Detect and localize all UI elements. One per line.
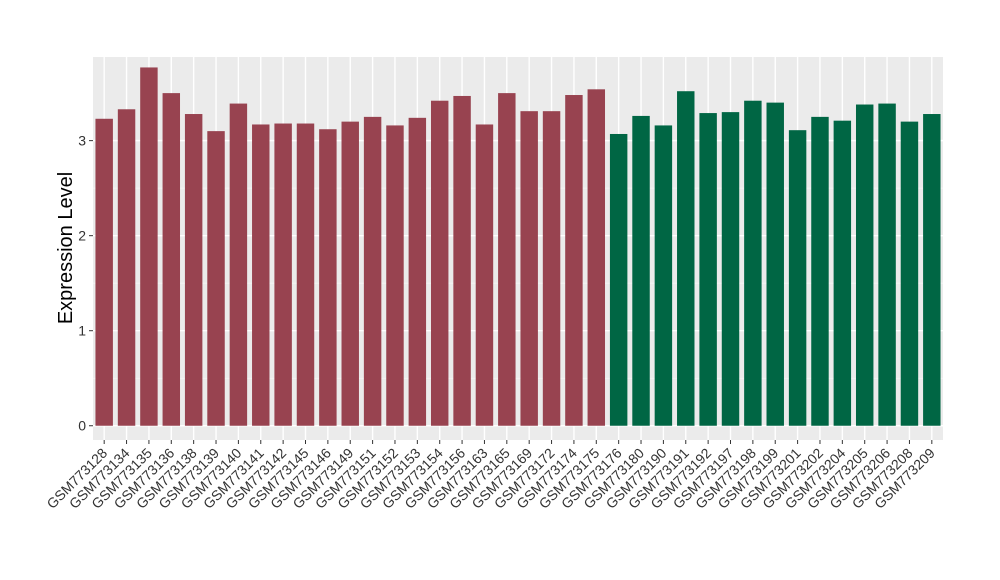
bar <box>744 100 762 426</box>
bar <box>430 100 449 426</box>
bar <box>654 125 673 426</box>
bar <box>498 93 516 426</box>
bar <box>363 116 382 426</box>
bar <box>520 111 538 426</box>
bar <box>788 130 807 426</box>
bar <box>453 95 471 426</box>
bar <box>408 117 427 426</box>
bar <box>229 103 248 426</box>
bar <box>252 124 270 426</box>
bar <box>162 93 181 426</box>
bar <box>117 109 136 426</box>
y-tick-label: 2 <box>78 228 86 244</box>
y-tick-label: 0 <box>78 418 86 434</box>
bar <box>207 131 225 426</box>
bar <box>855 104 874 426</box>
bar <box>386 125 404 426</box>
bar <box>341 121 359 426</box>
bar <box>923 114 941 426</box>
bar <box>833 120 852 426</box>
bar <box>609 133 628 426</box>
bar <box>565 95 583 426</box>
bar <box>319 129 337 426</box>
y-tick-label: 3 <box>78 133 86 149</box>
y-axis-title: Expression Level <box>55 172 77 324</box>
bar <box>95 118 113 426</box>
bar <box>475 124 494 426</box>
x-axis: GSM773128GSM773134GSM773135GSM773136GSM7… <box>43 440 938 512</box>
bar <box>542 111 561 426</box>
bar <box>296 123 315 426</box>
bar <box>900 121 919 426</box>
bar <box>632 115 650 426</box>
bar <box>587 89 606 426</box>
y-tick-label: 1 <box>78 323 86 339</box>
bars <box>95 67 941 426</box>
bar <box>699 113 717 426</box>
bar <box>677 91 695 426</box>
bar <box>140 67 158 426</box>
bar <box>721 112 740 426</box>
y-axis: 0 1 2 3 <box>78 133 93 434</box>
bar <box>878 103 896 426</box>
bar <box>184 114 203 426</box>
bar <box>274 123 292 426</box>
bar <box>811 116 829 426</box>
bar <box>766 102 784 426</box>
